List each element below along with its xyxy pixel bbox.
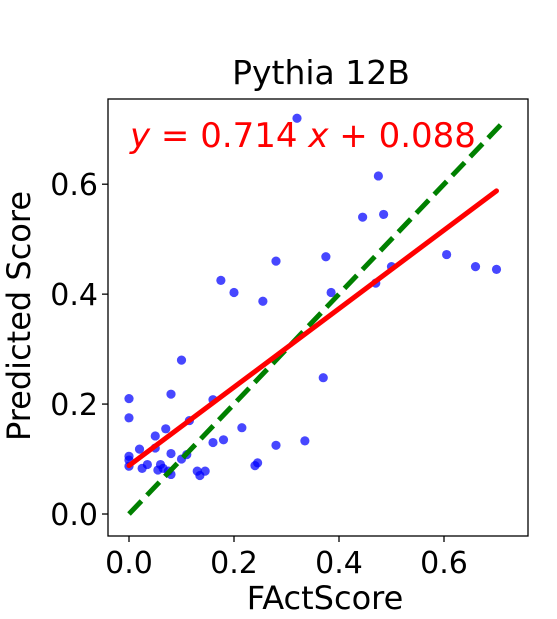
data-point: [318, 373, 328, 383]
data-point: [124, 393, 134, 404]
data-point: [253, 458, 263, 468]
equation-x-symbol: x: [307, 116, 329, 156]
equation-y-symbol: y: [129, 116, 151, 156]
fit-line: [126, 188, 499, 469]
y-axis: 0.0 0.2 0.4 0.6: [50, 168, 108, 533]
data-point: [208, 437, 218, 448]
data-point: [150, 431, 160, 441]
data-point: [321, 252, 331, 262]
equation-intercept: + 0.088: [329, 116, 476, 156]
y-axis-title: Predicted Score: [0, 191, 38, 441]
y-tick-label: 0.6: [50, 168, 98, 203]
x-tick-label: 0.6: [420, 546, 468, 581]
data-point: [134, 444, 145, 454]
data-point: [142, 459, 152, 470]
data-point: [237, 423, 247, 433]
equation-coefficient: = 0.714: [150, 116, 308, 156]
plot-area-frame: [107, 98, 529, 537]
data-point: [229, 287, 239, 298]
data-point: [176, 355, 187, 365]
x-tick-label: 0.2: [210, 546, 258, 581]
data-point: [218, 435, 229, 445]
fit-equation: y = 0.714 x + 0.088: [129, 116, 476, 156]
data-point: [161, 424, 171, 434]
data-point: [491, 264, 502, 275]
data-point: [200, 466, 210, 476]
data-point: [166, 389, 176, 399]
data-point: [292, 113, 302, 123]
data-point: [258, 296, 268, 306]
y-tick-label: 0.4: [50, 278, 98, 313]
identity-line: [127, 119, 507, 516]
x-axis-title: FActScore: [247, 579, 404, 617]
data-point: [442, 249, 452, 260]
x-tick-label: 0.0: [105, 546, 153, 581]
data-point: [216, 275, 226, 285]
y-tick-label: 0.2: [50, 388, 98, 423]
data-point: [271, 256, 281, 266]
y-tick-label: 0.0: [50, 498, 98, 533]
data-point: [358, 212, 368, 222]
data-point: [373, 171, 383, 181]
data-point: [124, 413, 134, 423]
data-point: [379, 209, 389, 220]
x-axis: 0.0 0.2 0.4 0.6: [105, 536, 468, 581]
data-point: [166, 448, 176, 459]
data-point: [271, 440, 281, 450]
data-point: [470, 262, 481, 272]
x-tick-label: 0.4: [315, 546, 363, 581]
data-point: [326, 287, 336, 298]
data-points: [124, 113, 502, 481]
chart-title: Pythia 12B: [232, 53, 410, 92]
data-point: [300, 436, 310, 446]
